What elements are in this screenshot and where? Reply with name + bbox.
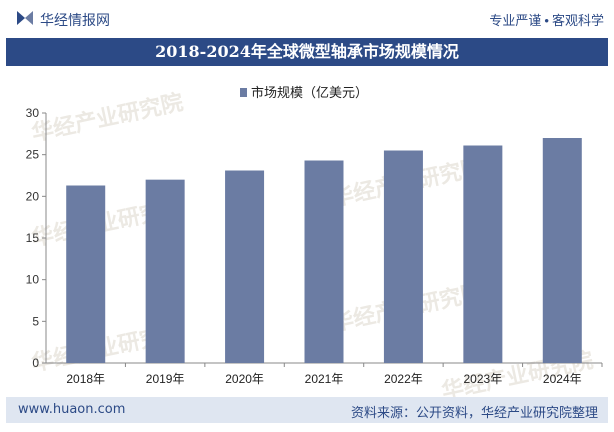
bar	[66, 185, 106, 363]
y-tick-label: 25	[26, 148, 40, 162]
tagline-separator: •	[544, 13, 549, 28]
y-tick-label: 10	[26, 273, 40, 287]
legend-swatch	[240, 88, 247, 97]
footer-bar: www.huaon.com 资料来源：公开资料，华经产业研究院整理	[6, 397, 608, 423]
legend-label: 市场规模（亿美元）	[251, 85, 369, 100]
bar	[225, 170, 265, 363]
tagline-right: 客观科学	[551, 13, 604, 28]
bar	[463, 145, 503, 363]
y-tick-label: 5	[32, 314, 39, 328]
x-tick-label: 2019年	[146, 372, 185, 386]
y-tick-label: 15	[26, 231, 40, 245]
y-tick-label: 20	[26, 189, 40, 203]
x-tick-label: 2021年	[305, 372, 344, 386]
top-bar: 华经情报网 专业严谨 • 客观科学	[0, 0, 614, 36]
logo-icon	[17, 11, 33, 25]
chart-title: 2018-2024年全球微型轴承市场规模情况	[155, 42, 459, 61]
tagline: 专业严谨 • 客观科学	[489, 10, 604, 29]
x-tick-label: 2023年	[464, 372, 503, 386]
footer-source: 资料来源：公开资料，华经产业研究院整理	[350, 405, 598, 420]
y-tick-label: 0	[32, 356, 39, 370]
x-tick-label: 2024年	[543, 372, 582, 386]
bar	[542, 138, 582, 363]
chart-legend: 市场规模（亿美元）	[240, 82, 368, 101]
bar	[145, 179, 185, 363]
tagline-left: 专业严谨	[489, 13, 542, 28]
bar	[304, 160, 344, 363]
bar	[383, 150, 423, 363]
brand-name: 华经情报网	[40, 12, 110, 28]
x-tick-label: 2022年	[384, 372, 423, 386]
x-tick-label: 2018年	[66, 372, 105, 386]
y-tick-label: 30	[26, 106, 40, 120]
x-tick-label: 2020年	[225, 372, 264, 386]
footer-site[interactable]: www.huaon.com	[18, 402, 126, 417]
title-bar: 2018-2024年全球微型轴承市场规模情况	[6, 38, 608, 66]
